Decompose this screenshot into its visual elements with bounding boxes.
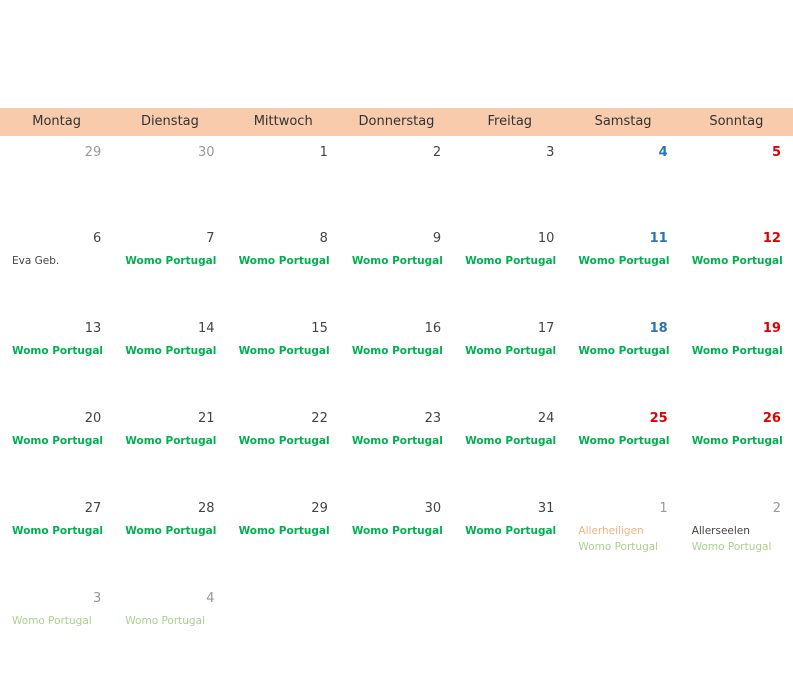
day-number: 23: [424, 411, 442, 426]
day-number: 15: [311, 321, 328, 336]
event: Womo Portugal: [125, 435, 217, 447]
event: Womo Portugal: [351, 345, 443, 357]
day-number: 2: [772, 501, 781, 516]
day-number: 19: [762, 321, 781, 336]
day-number: 3: [546, 145, 555, 160]
day-number: 31: [537, 501, 555, 516]
day-number: 2: [432, 145, 442, 160]
day-number: 24: [537, 411, 555, 426]
day-number: 6: [93, 231, 102, 246]
day-number: 10: [537, 231, 555, 246]
event: Womo Portugal: [125, 525, 217, 537]
event: Womo Portugal: [465, 435, 557, 447]
day-number: 26: [762, 411, 781, 426]
event: Womo Portugal: [351, 435, 443, 447]
weekday-label: Dienstag: [140, 114, 199, 129]
weekday-label: Montag: [32, 114, 81, 129]
event: Womo Portugal: [125, 255, 217, 267]
event: Womo Portugal: [691, 435, 783, 447]
event: Womo Portugal: [238, 255, 330, 267]
day-number: 5: [771, 145, 781, 160]
day-number: 16: [424, 321, 442, 336]
event: Womo Portugal: [238, 525, 330, 537]
event: Womo Portugal: [578, 435, 670, 447]
event: Womo Portugal: [691, 345, 783, 357]
event: Womo Portugal: [238, 435, 330, 447]
event: Womo Portugal: [125, 615, 205, 627]
weekday-label: Samstag: [594, 114, 652, 129]
weekday-label: Donnerstag: [358, 114, 435, 129]
day-number: 28: [198, 501, 215, 516]
day-number: 9: [432, 231, 442, 246]
day-number: 13: [84, 321, 102, 336]
day-number: 17: [537, 321, 555, 336]
event: Womo Portugal: [578, 255, 670, 267]
event: Womo Portugal: [465, 525, 557, 537]
event: Womo Portugal: [465, 345, 557, 357]
day-number: 22: [311, 411, 328, 426]
weekday-label: Freitag: [487, 114, 533, 129]
day-number: 21: [198, 411, 215, 426]
weekday-label: Sonntag: [709, 114, 764, 129]
day-number: 3: [93, 591, 102, 606]
day-number: 1: [319, 145, 328, 160]
day-number: 4: [658, 145, 668, 160]
day-number: 29: [84, 145, 102, 160]
event: Allerseelen: [691, 525, 750, 537]
day-number: 18: [649, 321, 668, 336]
day-number: 4: [206, 591, 215, 606]
day-number: 8: [319, 231, 328, 246]
weekday-header: [0, 108, 793, 136]
day-number: 25: [649, 411, 668, 426]
day-number: 30: [198, 145, 215, 160]
day-number: 30: [424, 501, 442, 516]
event: Womo Portugal: [12, 615, 92, 627]
weekday-label: Mittwoch: [253, 114, 313, 129]
day-number: 1: [659, 501, 668, 516]
event: Womo Portugal: [12, 435, 104, 447]
day-number: 11: [649, 231, 668, 246]
event: Womo Portugal: [12, 525, 104, 537]
event: Womo Portugal: [578, 345, 670, 357]
day-number: 29: [311, 501, 328, 516]
day-number: 27: [84, 501, 102, 516]
event: Womo Portugal: [578, 541, 659, 553]
event: Womo Portugal: [238, 345, 330, 357]
event: Womo Portugal: [12, 345, 104, 357]
event: Allerheiligen: [578, 525, 644, 537]
event: Womo Portugal: [691, 255, 783, 267]
day-number: 20: [84, 411, 102, 426]
event: Womo Portugal: [691, 541, 772, 553]
day-number: 12: [762, 231, 781, 246]
day-number: 14: [198, 321, 215, 336]
event: Womo Portugal: [351, 525, 443, 537]
event: Womo Portugal: [465, 255, 557, 267]
event: Womo Portugal: [351, 255, 443, 267]
event: Womo Portugal: [125, 345, 217, 357]
event: Eva Geb.: [12, 255, 60, 267]
day-number: 7: [206, 231, 215, 246]
